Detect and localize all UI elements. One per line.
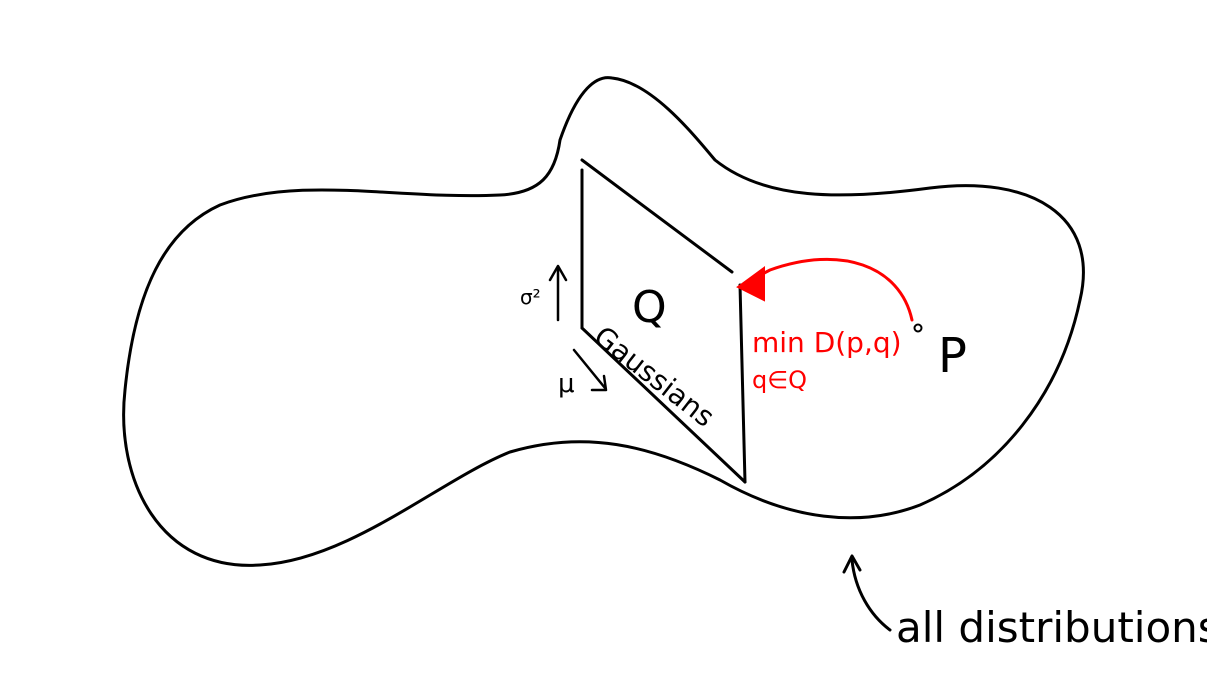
objective-subscript-label: q∈Q — [752, 366, 807, 394]
variance-axis-arrow — [548, 264, 568, 322]
target-point-p — [913, 323, 923, 333]
gaussians-label: Gaussians — [588, 320, 721, 434]
target-label-p: P — [938, 328, 967, 384]
mean-axis-arrow — [572, 348, 608, 392]
variance-axis-label: σ² — [520, 285, 541, 309]
projection-arrow — [736, 257, 914, 322]
all-distributions-region — [122, 76, 1085, 567]
all-distributions-pointer — [842, 554, 892, 632]
objective-label: min D(p,q) — [752, 326, 902, 359]
mean-axis-label: μ — [558, 369, 575, 399]
all-distributions-label: all distributions — [896, 603, 1207, 652]
projection-arrowhead — [736, 266, 765, 302]
family-label-q: Q — [632, 282, 667, 333]
gaussian-family-plane — [580, 158, 747, 484]
